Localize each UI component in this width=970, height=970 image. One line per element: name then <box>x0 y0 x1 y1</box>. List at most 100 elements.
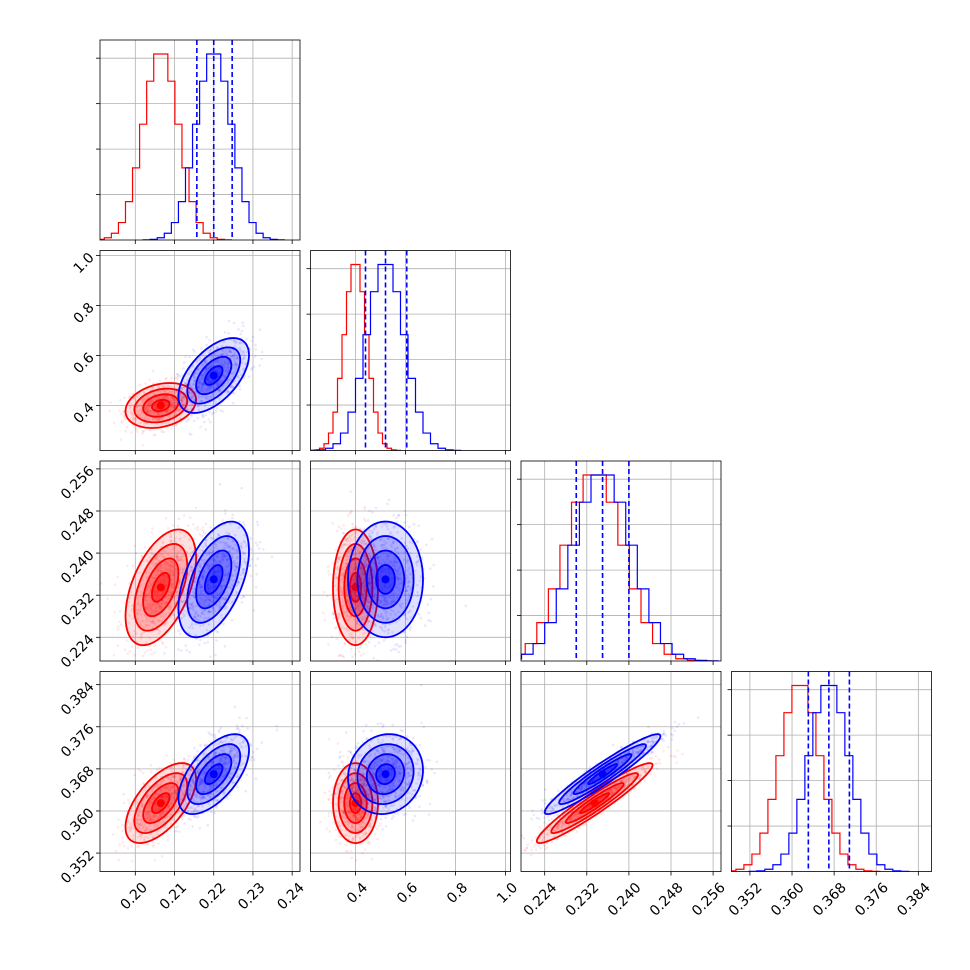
sample-point <box>158 766 161 770</box>
sample-point <box>143 613 147 617</box>
sample-point <box>181 391 184 395</box>
sample-point <box>161 813 164 816</box>
sample-point <box>153 577 157 580</box>
sample-point <box>242 521 245 524</box>
sample-point <box>202 575 205 579</box>
sample-point <box>193 380 197 383</box>
sample-point <box>154 612 158 615</box>
sample-point <box>226 359 229 362</box>
sample-point <box>172 398 175 402</box>
sample-point <box>159 814 162 818</box>
sample-point <box>150 612 153 615</box>
sample-point <box>166 415 170 419</box>
sample-point <box>170 594 174 598</box>
sample-point <box>165 576 169 579</box>
sample-point <box>432 585 435 588</box>
sample-point <box>383 603 386 606</box>
sample-point <box>216 630 220 634</box>
sample-point <box>374 548 378 552</box>
sample-point <box>381 558 385 562</box>
sample-point <box>196 416 199 420</box>
sample-point <box>182 396 186 400</box>
sample-point <box>153 797 156 800</box>
sample-point <box>138 823 142 826</box>
sample-point <box>172 613 176 617</box>
sample-point <box>214 765 217 769</box>
sample-point <box>381 544 385 547</box>
sample-point <box>133 773 136 777</box>
sample-point <box>370 566 374 570</box>
sample-point <box>178 408 181 412</box>
sample-point <box>378 615 381 619</box>
sample-point <box>341 567 344 571</box>
sample-point <box>205 390 208 394</box>
sample-point <box>395 551 399 554</box>
blue-peak <box>381 575 390 584</box>
sample-point <box>145 575 149 579</box>
sample-point <box>228 585 232 589</box>
sample-point <box>179 374 182 378</box>
sample-point <box>210 595 214 599</box>
sample-point <box>376 593 380 596</box>
sample-point <box>387 498 391 502</box>
red-peak <box>156 799 165 808</box>
sample-point <box>356 604 359 607</box>
sample-point <box>156 824 160 827</box>
sample-point <box>126 798 130 802</box>
sample-point <box>197 358 200 362</box>
sample-point <box>222 584 225 588</box>
sample-point <box>116 644 120 647</box>
sample-point <box>359 567 362 571</box>
sample-point <box>174 791 178 795</box>
sample-point <box>164 584 167 587</box>
sample-point <box>350 539 354 542</box>
sample-point <box>201 623 205 627</box>
sample-point <box>331 562 334 565</box>
sample-point <box>152 564 155 568</box>
sample-point <box>222 363 225 367</box>
sample-point <box>152 603 156 606</box>
sample-point <box>350 510 353 513</box>
sample-point <box>341 606 345 610</box>
sample-point <box>199 425 202 429</box>
sample-point <box>220 740 223 743</box>
sample-point <box>162 549 165 553</box>
sample-point <box>148 404 151 407</box>
sample-point <box>219 570 222 573</box>
sample-point <box>362 628 365 631</box>
sample-point <box>162 574 166 577</box>
sample-point <box>170 376 173 380</box>
sample-point <box>189 602 192 606</box>
sample-point <box>180 398 183 402</box>
sample-point <box>219 605 222 609</box>
sample-point <box>166 410 170 413</box>
sample-point <box>209 381 212 384</box>
sample-point <box>384 603 388 606</box>
sample-point <box>339 555 343 558</box>
sample-point <box>169 540 173 544</box>
sample-point <box>360 543 363 547</box>
red-contour <box>124 528 198 647</box>
sample-point <box>159 568 162 571</box>
sample-point <box>365 558 368 562</box>
sample-point <box>366 596 370 600</box>
sample-point <box>169 566 172 570</box>
sample-point <box>161 779 165 783</box>
sample-point <box>140 803 144 806</box>
sample-point <box>164 394 168 398</box>
sample-point <box>136 646 139 650</box>
sample-point <box>160 579 163 583</box>
sample-point <box>130 845 134 848</box>
sample-point <box>150 553 154 556</box>
sample-point <box>235 550 238 553</box>
sample-point <box>191 601 194 605</box>
sample-point <box>207 579 211 582</box>
sample-point <box>156 580 160 584</box>
sample-point <box>204 599 207 603</box>
sample-point <box>346 536 350 540</box>
sample-point <box>337 558 341 561</box>
sample-point <box>207 366 210 370</box>
sample-point <box>354 607 358 610</box>
sample-point <box>213 570 217 574</box>
sample-point <box>133 653 137 657</box>
